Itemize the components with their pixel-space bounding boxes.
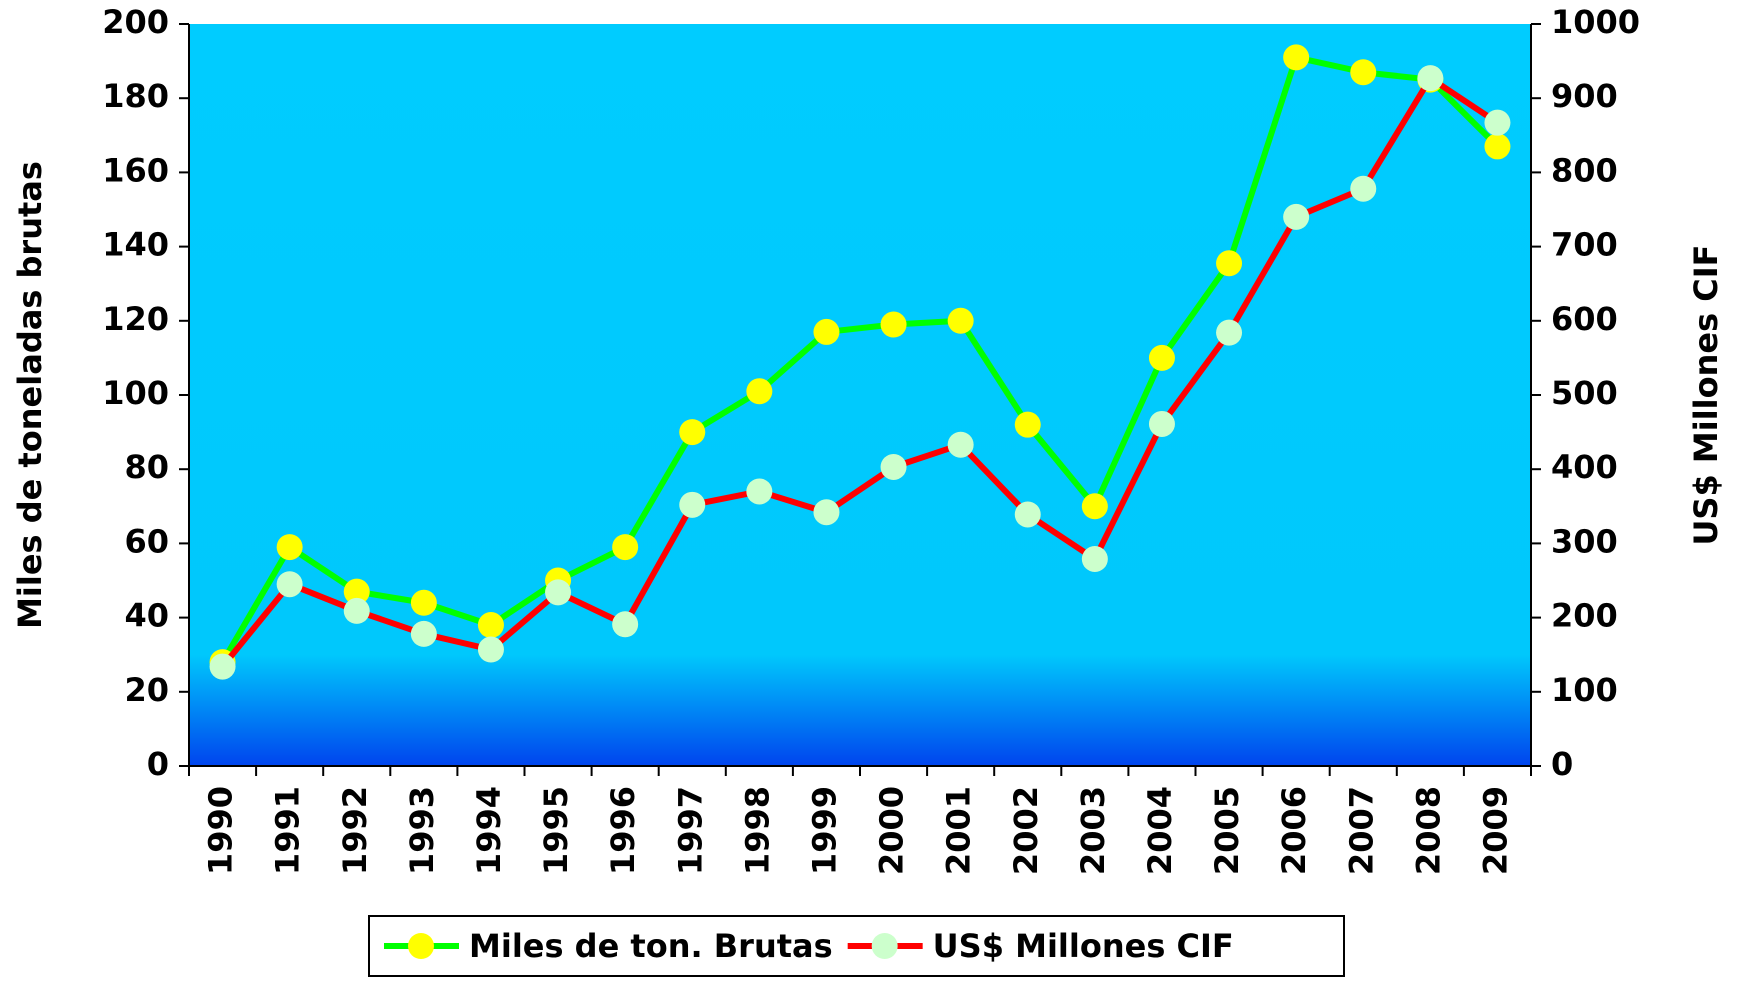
marker — [1014, 501, 1041, 528]
x-tick-label: 2002 — [1007, 786, 1045, 875]
marker — [545, 579, 572, 606]
x-tick-label: 2000 — [873, 786, 911, 875]
marker — [1484, 133, 1511, 160]
x-tick-label: 1991 — [269, 786, 307, 875]
x-tick-label: 2003 — [1074, 786, 1112, 875]
x-tick-label: 1990 — [202, 786, 240, 875]
y2-axis-label: US$ Millones CIF — [1687, 244, 1725, 545]
x-tick-label: 1998 — [738, 786, 776, 875]
y2-tick-label: 900 — [1551, 77, 1618, 115]
marker — [1148, 344, 1175, 371]
marker — [1283, 203, 1310, 230]
y2-tick-label: 100 — [1551, 671, 1618, 709]
marker — [276, 571, 303, 598]
legend-label: Miles de ton. Brutas — [469, 927, 833, 965]
x-tick-label: 2006 — [1275, 786, 1313, 875]
marker — [1216, 319, 1243, 346]
marker — [1350, 175, 1377, 202]
y-tick-label: 0 — [147, 745, 169, 783]
marker — [1148, 410, 1175, 437]
y-tick-label: 20 — [124, 671, 169, 709]
y2-tick-label: 500 — [1551, 374, 1618, 412]
x-tick-label: 1999 — [805, 786, 843, 875]
x-tick-label: 1993 — [403, 786, 441, 875]
marker — [880, 311, 907, 338]
x-tick-label: 1996 — [604, 786, 642, 875]
y2-tick-label: 200 — [1551, 597, 1618, 635]
marker — [477, 636, 504, 663]
plot-area — [189, 24, 1531, 766]
marker — [209, 653, 236, 680]
marker — [880, 453, 907, 480]
y-tick-label: 80 — [124, 448, 169, 486]
y2-tick-label: 800 — [1551, 151, 1618, 189]
y-tick-label: 180 — [102, 77, 169, 115]
y-tick-label: 160 — [102, 151, 169, 189]
x-tick-label: 1995 — [537, 786, 575, 875]
x-tick-label: 2009 — [1476, 786, 1514, 875]
y2-tick-label: 600 — [1551, 300, 1618, 338]
marker — [947, 307, 974, 334]
x-tick-label: 2008 — [1409, 786, 1447, 875]
marker — [612, 534, 639, 561]
x-tick-label: 1992 — [336, 786, 374, 875]
marker — [947, 431, 974, 458]
y-axis-label: Miles de toneladas brutas — [11, 161, 49, 629]
legend-label: US$ Millones CIF — [933, 927, 1234, 965]
y2-tick-label: 400 — [1551, 448, 1618, 486]
marker — [1417, 65, 1444, 92]
y2-tick-label: 1000 — [1551, 3, 1640, 41]
marker — [612, 611, 639, 638]
marker — [410, 589, 437, 616]
legend-marker — [871, 933, 898, 959]
marker — [1283, 44, 1310, 71]
marker — [343, 578, 370, 605]
x-tick-label: 2004 — [1141, 786, 1179, 875]
marker — [746, 478, 773, 505]
x-tick-label: 2007 — [1342, 786, 1380, 875]
marker — [1350, 59, 1377, 86]
marker — [1014, 411, 1041, 438]
y-tick-label: 200 — [102, 3, 169, 41]
x-tick-label: 1994 — [470, 786, 508, 875]
legend-marker — [408, 933, 434, 959]
x-tick-label: 1997 — [671, 786, 709, 875]
y2-tick-label: 300 — [1551, 522, 1618, 560]
marker — [1484, 109, 1511, 136]
x-tick-label: 2001 — [940, 786, 978, 875]
marker — [813, 318, 840, 345]
marker — [276, 534, 303, 561]
marker — [1081, 545, 1108, 572]
marker — [1216, 250, 1243, 277]
y-tick-label: 100 — [102, 374, 169, 412]
y2-tick-label: 700 — [1551, 226, 1618, 264]
marker — [410, 620, 437, 647]
marker — [679, 491, 706, 518]
marker — [813, 499, 840, 526]
marker — [477, 612, 504, 639]
y-tick-label: 140 — [102, 226, 169, 264]
y-tick-label: 40 — [124, 597, 169, 635]
x-tick-label: 2005 — [1208, 786, 1246, 875]
y-tick-label: 120 — [102, 300, 169, 338]
marker — [746, 378, 773, 405]
marker — [343, 597, 370, 624]
y-tick-label: 60 — [124, 522, 169, 560]
marker — [679, 419, 706, 446]
marker — [1081, 493, 1108, 520]
y2-tick-label: 0 — [1551, 745, 1573, 783]
